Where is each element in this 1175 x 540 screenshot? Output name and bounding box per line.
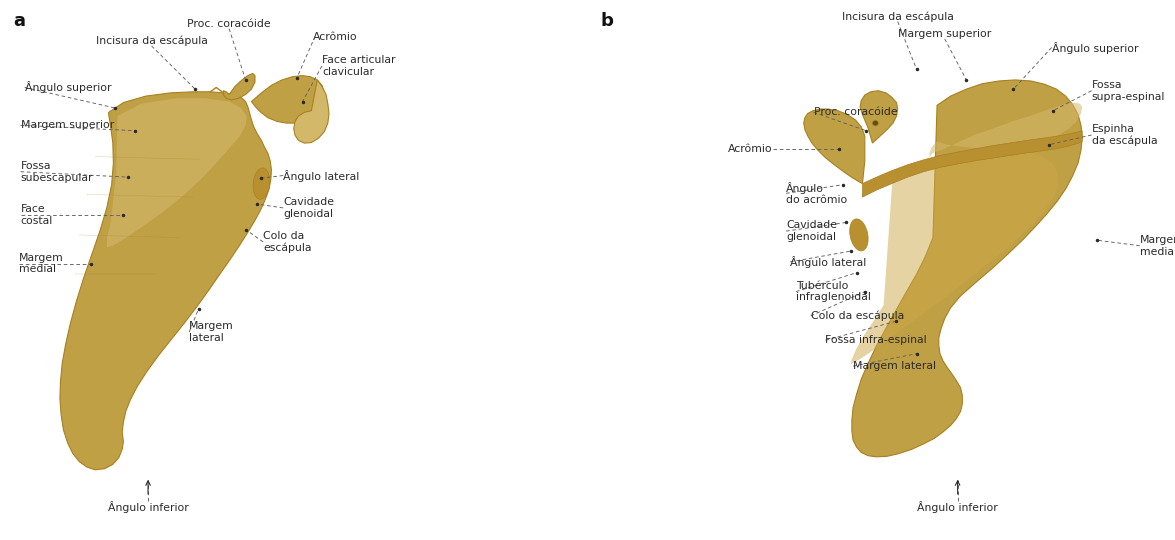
Polygon shape [60,92,271,470]
Text: Ângulo lateral: Ângulo lateral [790,256,866,268]
Text: Incisura da escápula: Incisura da escápula [95,36,208,46]
Text: Ângulo
do acrômio: Ângulo do acrômio [786,181,847,205]
Text: Proc. coracóide: Proc. coracóide [813,107,898,117]
Text: Margem superior: Margem superior [898,29,992,39]
Text: Fossa infra-espinal: Fossa infra-espinal [825,335,927,345]
Text: b: b [600,12,613,30]
Text: Ângulo inferior: Ângulo inferior [918,501,998,513]
Text: Incisura da escápula: Incisura da escápula [841,11,954,22]
Text: a: a [13,12,25,30]
Ellipse shape [850,219,868,251]
Polygon shape [851,150,1059,364]
Text: Margem
lateral: Margem lateral [189,321,234,343]
Text: Proc. coracóide: Proc. coracóide [187,18,271,29]
Polygon shape [223,73,255,100]
Text: Ângulo superior: Ângulo superior [25,82,112,93]
Text: Ângulo inferior: Ângulo inferior [108,501,188,513]
Polygon shape [852,80,1082,457]
Polygon shape [294,80,329,143]
Text: Colo da
escápula: Colo da escápula [263,231,311,253]
Polygon shape [862,131,1082,197]
Polygon shape [107,98,247,247]
Polygon shape [804,109,865,184]
Text: Ângulo lateral: Ângulo lateral [283,170,360,181]
Text: Acrômio: Acrômio [313,32,357,42]
Polygon shape [251,76,324,123]
Text: Fossa
supra-espinal: Fossa supra-espinal [1092,80,1164,102]
Text: Fossa
subescapular: Fossa subescapular [21,161,93,183]
Ellipse shape [253,168,270,199]
Text: Espinha
da escápula: Espinha da escápula [1092,124,1157,146]
Text: Margem
medial: Margem medial [19,253,63,274]
Polygon shape [860,91,898,143]
Text: Colo da escápula: Colo da escápula [811,310,904,321]
Text: Face articular
clavicular: Face articular clavicular [322,55,396,77]
Polygon shape [929,103,1082,158]
Text: Ângulo superior: Ângulo superior [1052,42,1139,53]
Text: Cavidade
glenoidal: Cavidade glenoidal [786,220,837,242]
Text: Acrômio: Acrômio [728,144,773,153]
Text: Face
costal: Face costal [21,204,53,226]
Text: Margem
medial: Margem medial [1140,235,1175,256]
Text: Margem lateral: Margem lateral [853,361,936,371]
Ellipse shape [872,120,878,126]
Text: Tubérculo
infraglenoidal: Tubérculo infraglenoidal [797,281,871,302]
Text: Margem superior: Margem superior [21,120,114,130]
Text: Cavidade
glenoidal: Cavidade glenoidal [283,197,334,219]
